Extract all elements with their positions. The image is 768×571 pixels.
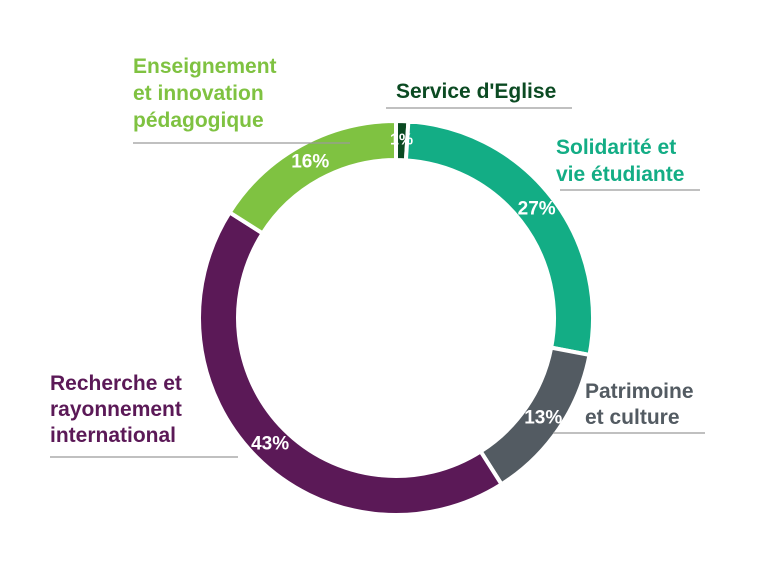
pct-label-service-d-eglise: 1% bbox=[390, 132, 413, 149]
percentage-labels: 1% 27% 13% 43% 16% bbox=[251, 132, 562, 455]
donut-slices bbox=[197, 118, 595, 517]
category-label-line: rayonnement bbox=[50, 398, 182, 421]
category-label-line: pédagogique bbox=[133, 109, 264, 132]
slice-enseignement-et-innovation-pedagogique bbox=[226, 118, 398, 237]
category-label-line: et innovation bbox=[133, 82, 264, 105]
category-label-solidarite-et-vie-etudiante: Solidarité et vie étudiante bbox=[556, 136, 684, 186]
pct-label-patrimoine-et-culture: 13% bbox=[524, 408, 562, 429]
pct-label-recherche-et-rayonnement-international: 43% bbox=[251, 433, 289, 454]
category-label-line: Recherche et bbox=[50, 372, 182, 395]
category-label-patrimoine-et-culture: Patrimoine et culture bbox=[585, 380, 694, 429]
pct-label-enseignement-et-innovation-pedagogique: 16% bbox=[291, 152, 329, 173]
category-label-line: international bbox=[50, 424, 176, 447]
pct-label-solidarite-et-vie-etudiante: 27% bbox=[518, 198, 556, 219]
category-label-line: Solidarité et bbox=[556, 136, 676, 159]
category-label-enseignement-et-innovation-pedagogique: Enseignement et innovation pédagogique bbox=[133, 55, 277, 132]
category-label-recherche-et-rayonnement-international: Recherche et rayonnement international bbox=[50, 372, 182, 447]
category-label-line: et culture bbox=[585, 406, 680, 429]
leader-lines bbox=[50, 107, 705, 458]
category-label-line: vie étudiante bbox=[556, 163, 684, 186]
slice-recherche-et-rayonnement-international bbox=[197, 209, 505, 517]
category-label-line: Patrimoine bbox=[585, 380, 694, 403]
category-label-service-d-eglise: Service d'Eglise bbox=[396, 80, 556, 103]
category-label-line: Service d'Eglise bbox=[396, 80, 556, 103]
category-labels: Service d'Eglise Solidarité et vie étudian… bbox=[50, 55, 694, 447]
category-label-line: Enseignement bbox=[133, 55, 277, 78]
